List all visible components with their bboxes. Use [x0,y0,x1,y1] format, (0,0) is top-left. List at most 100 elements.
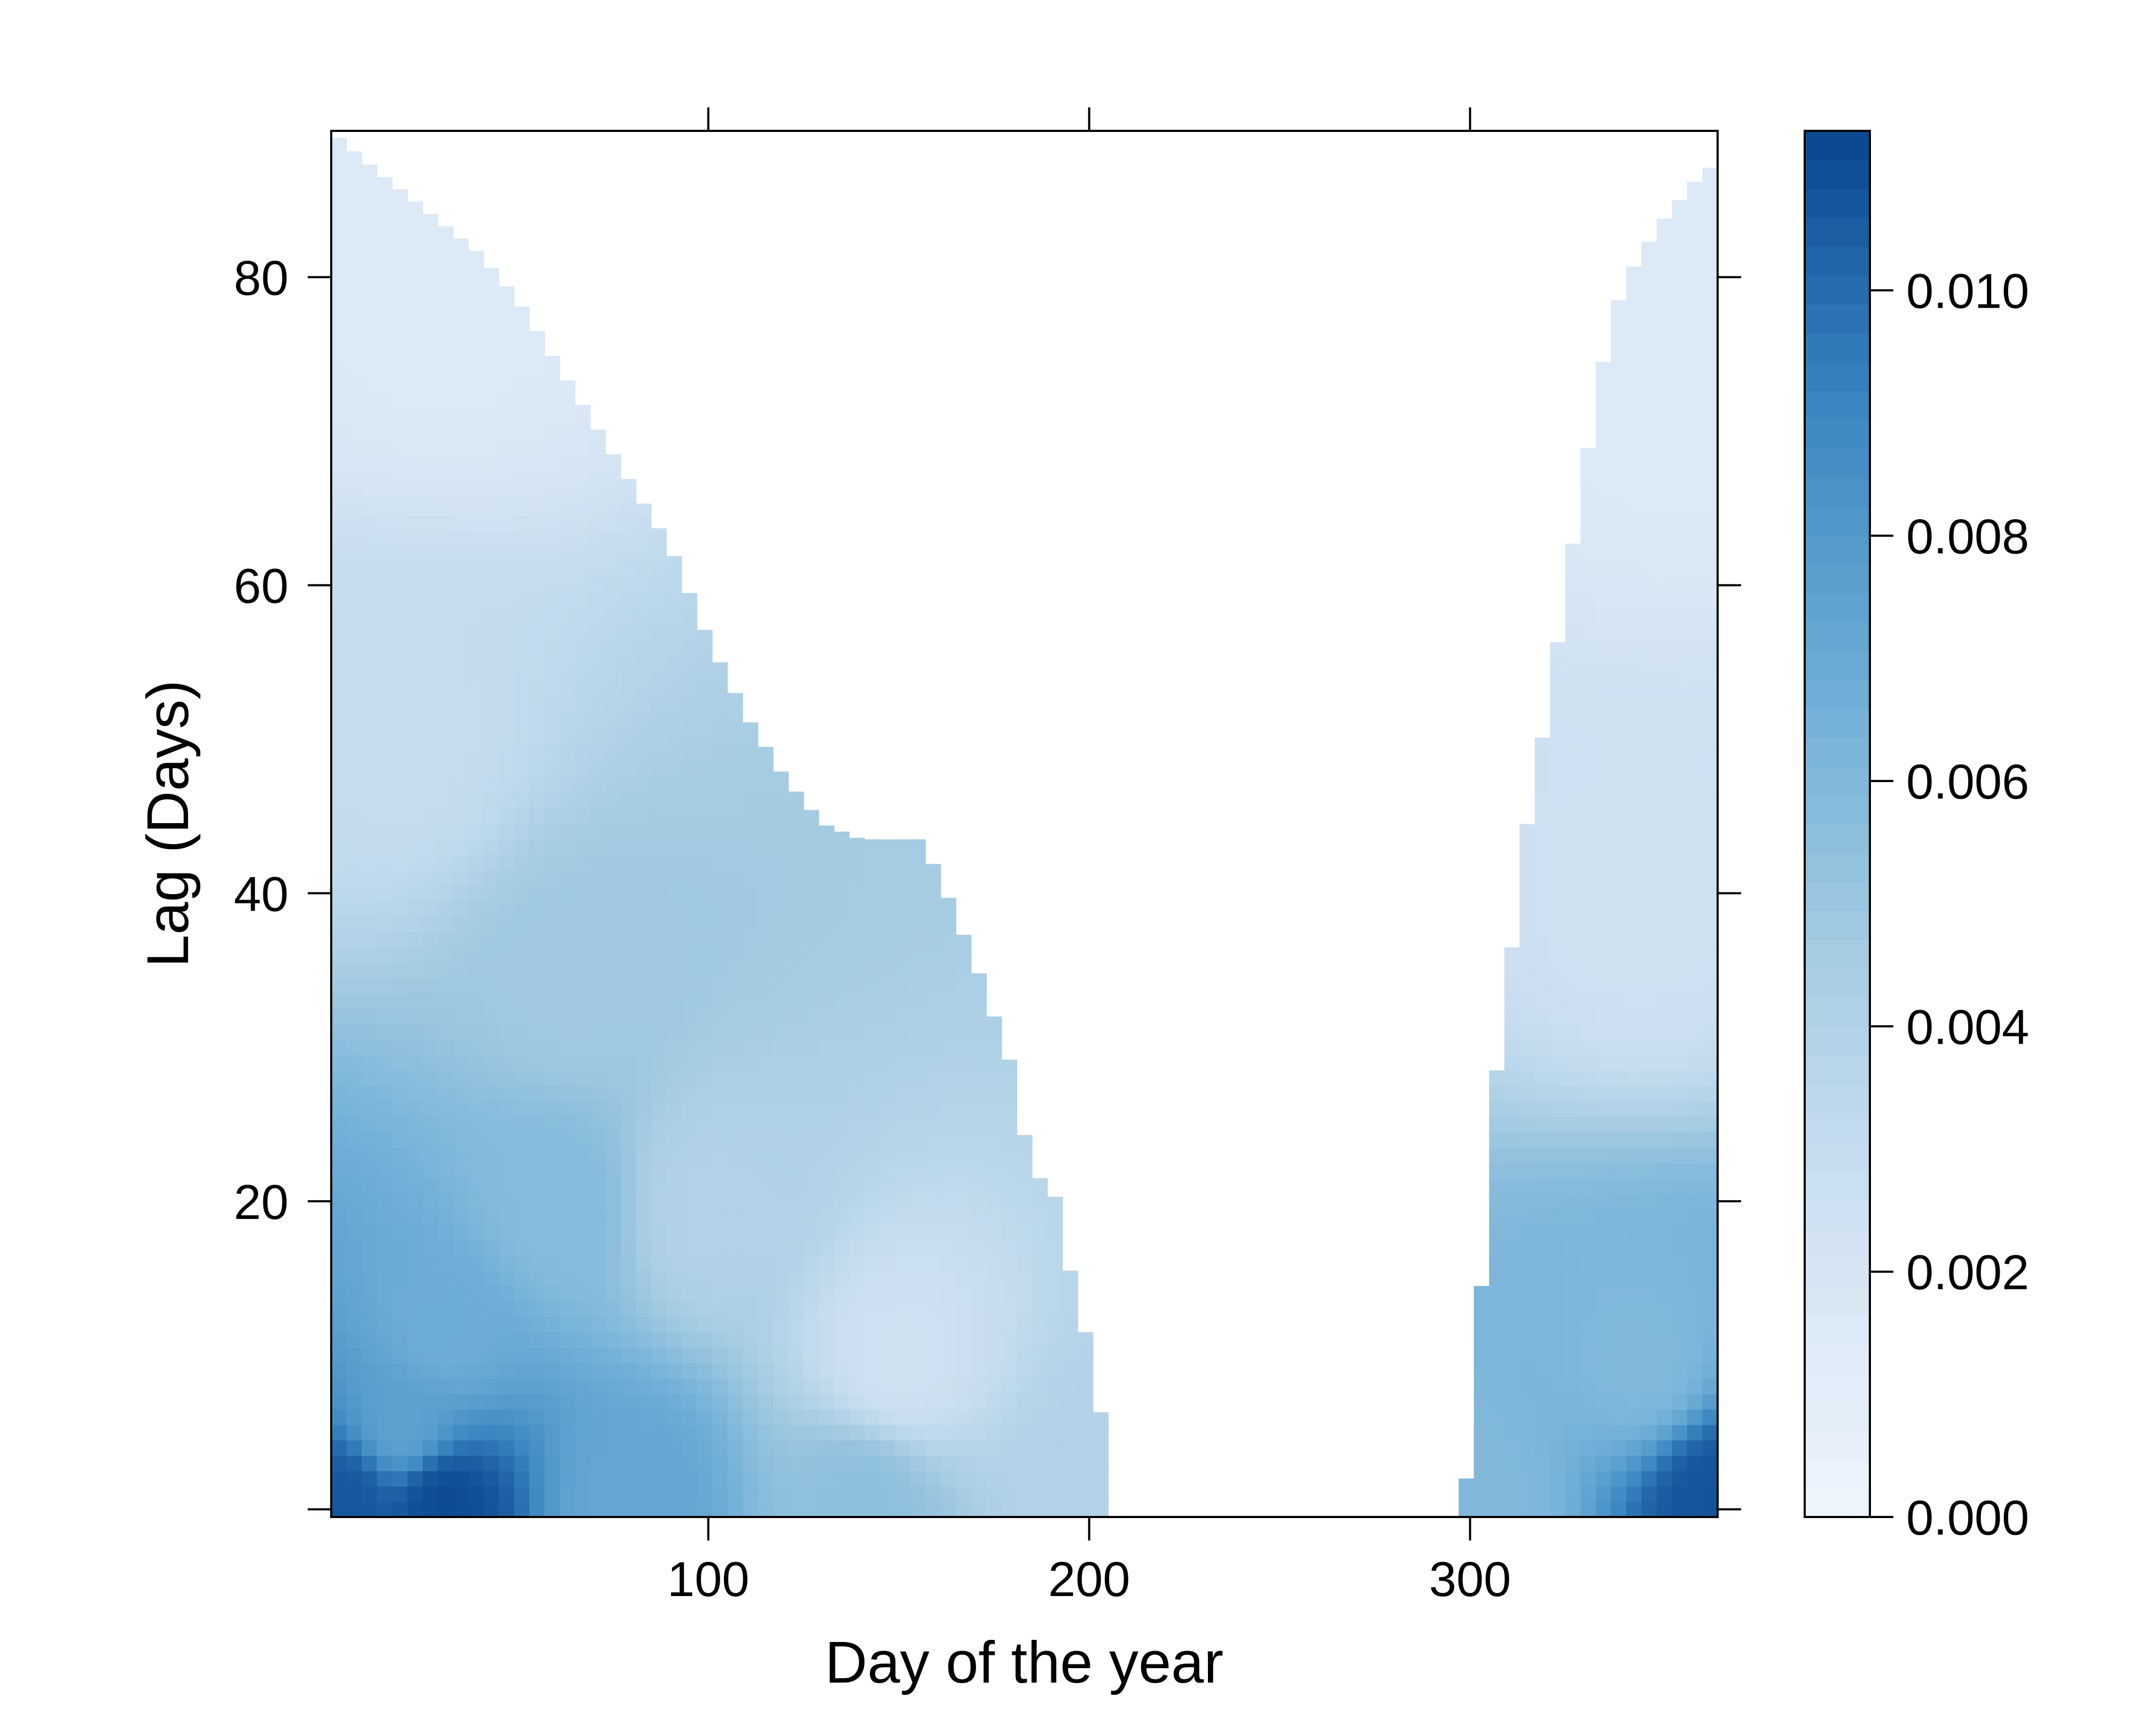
heatmap-cell [666,1255,682,1271]
heatmap-cell [727,1178,743,1194]
heatmap-cell [925,1039,941,1055]
heatmap-cell [423,423,439,440]
heatmap-cell [377,1301,393,1317]
heatmap-cell [1656,885,1673,902]
heatmap-cell [575,515,591,532]
heatmap-cell [971,1070,987,1086]
heatmap-cell [362,546,378,563]
heatmap-cell [849,1132,865,1148]
heatmap-cell [818,901,834,917]
heatmap-cell [1641,593,1657,609]
heatmap-cell [1672,1301,1688,1317]
heatmap-cell [1611,1240,1627,1256]
heatmap-cell [362,208,378,224]
heatmap-cell [834,1209,850,1225]
heatmap-cell [818,855,834,871]
heatmap-cell [620,932,637,948]
heatmap-cell [636,1440,652,1456]
heatmap-cell [498,1162,514,1179]
heatmap-cell [331,269,347,286]
heatmap-cell [529,1240,545,1256]
heatmap-cell [879,1332,895,1348]
heatmap-cell [453,731,469,748]
heatmap-cell [956,1471,972,1487]
heatmap-cell [788,1070,804,1086]
heatmap-cell [1687,747,1703,763]
colorbar-cell [1805,853,1870,882]
heatmap-cell [483,963,500,979]
heatmap-cell [392,1070,408,1086]
heatmap-cell [498,855,514,871]
heatmap-cell [773,1070,789,1086]
heatmap-cell [1017,1255,1033,1271]
heatmap-cell [1656,685,1673,701]
heatmap-cell [423,269,439,286]
heatmap-cell [1580,808,1596,825]
heatmap-cell [605,762,621,778]
heatmap-cell [362,362,378,378]
heatmap-cell [636,546,652,563]
heatmap-cell [910,1455,926,1472]
heatmap-cell [986,1085,1002,1102]
heatmap-cell [1550,1085,1566,1102]
heatmap-cell [453,654,469,670]
heatmap-cell [1565,793,1581,809]
heatmap-cell [377,269,393,286]
heatmap-cell [727,808,743,825]
heatmap-cell [1672,1101,1688,1117]
heatmap-cell [453,824,469,840]
heatmap-cell [362,269,378,286]
heatmap-cell [636,762,652,778]
heatmap-cell [758,1224,774,1240]
heatmap-cell [681,623,698,640]
heatmap-cell [620,1486,637,1502]
heatmap-cell [1093,1425,1109,1441]
heatmap-cell [407,454,423,471]
heatmap-cell [940,1178,956,1194]
heatmap-cell [1550,1255,1566,1271]
heatmap-cell [1565,1178,1581,1194]
heatmap-cell [423,439,439,455]
heatmap-cell [1641,377,1657,393]
colorbar-cells [1805,131,1870,1518]
heatmap-cell [940,1209,956,1225]
heatmap-cell [1687,408,1703,424]
heatmap-cell [758,793,774,809]
heatmap-cell [925,1240,941,1256]
heatmap-cell [483,362,500,378]
heatmap-cell [1656,577,1673,593]
heatmap-cell [498,932,514,948]
heatmap-cell [1062,1378,1079,1395]
heatmap-cell [407,1409,423,1425]
heatmap-cell [940,1286,956,1302]
heatmap-cell [1641,932,1657,948]
heatmap-cell [864,1270,880,1287]
heatmap-cell [666,855,682,871]
heatmap-cell [636,870,652,886]
heatmap-cell [544,485,560,501]
heatmap-cell [910,1101,926,1117]
heatmap-cell [879,947,895,963]
heatmap-cell [804,947,820,963]
heatmap-cell [620,1471,637,1487]
heatmap-cell [1687,1347,1703,1364]
heatmap-cell [544,1471,560,1487]
heatmap-cell [590,1270,606,1287]
heatmap-cell [1017,1471,1033,1487]
heatmap-cell [544,1132,560,1148]
heatmap-cell [773,1486,789,1502]
heatmap-cell [407,546,423,563]
heatmap-cell [834,855,850,871]
heatmap-cell [1672,1378,1688,1395]
heatmap-cell [788,1085,804,1102]
heatmap-cell [1580,623,1596,640]
heatmap-cell [1672,1193,1688,1210]
colorbar-cell [1805,1170,1870,1200]
heatmap-cell [392,408,408,424]
heatmap-cell [1656,1409,1673,1425]
heatmap-cell [1565,593,1581,609]
heatmap-cell [697,978,713,994]
heatmap-cell [1504,1332,1520,1348]
heatmap-cell [1687,593,1703,609]
heatmap-cell [1595,1301,1612,1317]
